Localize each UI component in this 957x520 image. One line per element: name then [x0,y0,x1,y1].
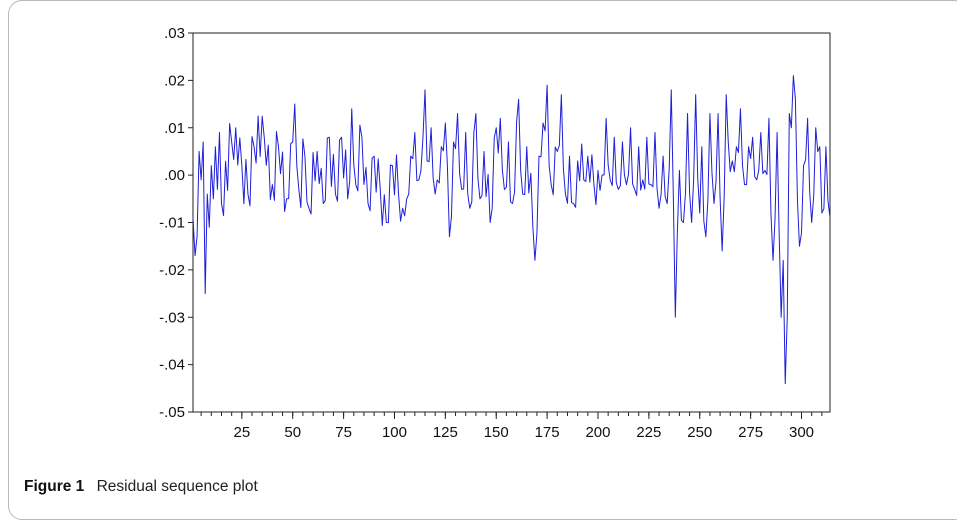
x-tick-label: 200 [585,424,610,441]
y-tick-label: -.03 [159,309,185,326]
y-tick-label: -.01 [159,215,185,232]
x-tick-label: 50 [284,424,301,441]
y-tick-label: -.05 [159,404,185,421]
residual-series-line [192,75,831,385]
figure-label: Figure 1 [24,478,85,495]
x-tick-label: 125 [433,424,458,441]
x-tick-label: 25 [233,424,250,441]
y-tick-label: .02 [164,72,185,89]
x-tick-label: 225 [636,424,661,441]
figure-caption-text: Residual sequence plot [96,478,258,495]
y-tick-label: .01 [164,120,185,137]
y-tick-label: -.02 [159,262,185,279]
figure-caption: Figure 1 Residual sequence plot [24,478,258,496]
x-tick-label: 150 [484,424,509,441]
x-tick-label: 75 [335,424,352,441]
y-tick-label: .00 [164,167,185,184]
y-tick-label: .03 [164,25,185,42]
plot-area [192,32,831,413]
residual-chart: .03 .02 .01 .00 -.01 -.02 -.03 -.04 -.05 25 50 75 1… [159,25,831,441]
x-axis: 25 50 75 100 125 150 175 200 225 250 275 300 [200,412,823,441]
x-tick-label: 250 [687,424,712,441]
x-tick-label: 300 [789,424,814,441]
x-tick-label: 175 [535,424,560,441]
y-axis: .03 .02 .01 .00 -.01 -.02 -.03 -.04 -.05 [159,25,193,421]
x-tick-label: 100 [382,424,407,441]
x-tick-label: 275 [738,424,763,441]
y-tick-label: -.04 [159,357,185,374]
